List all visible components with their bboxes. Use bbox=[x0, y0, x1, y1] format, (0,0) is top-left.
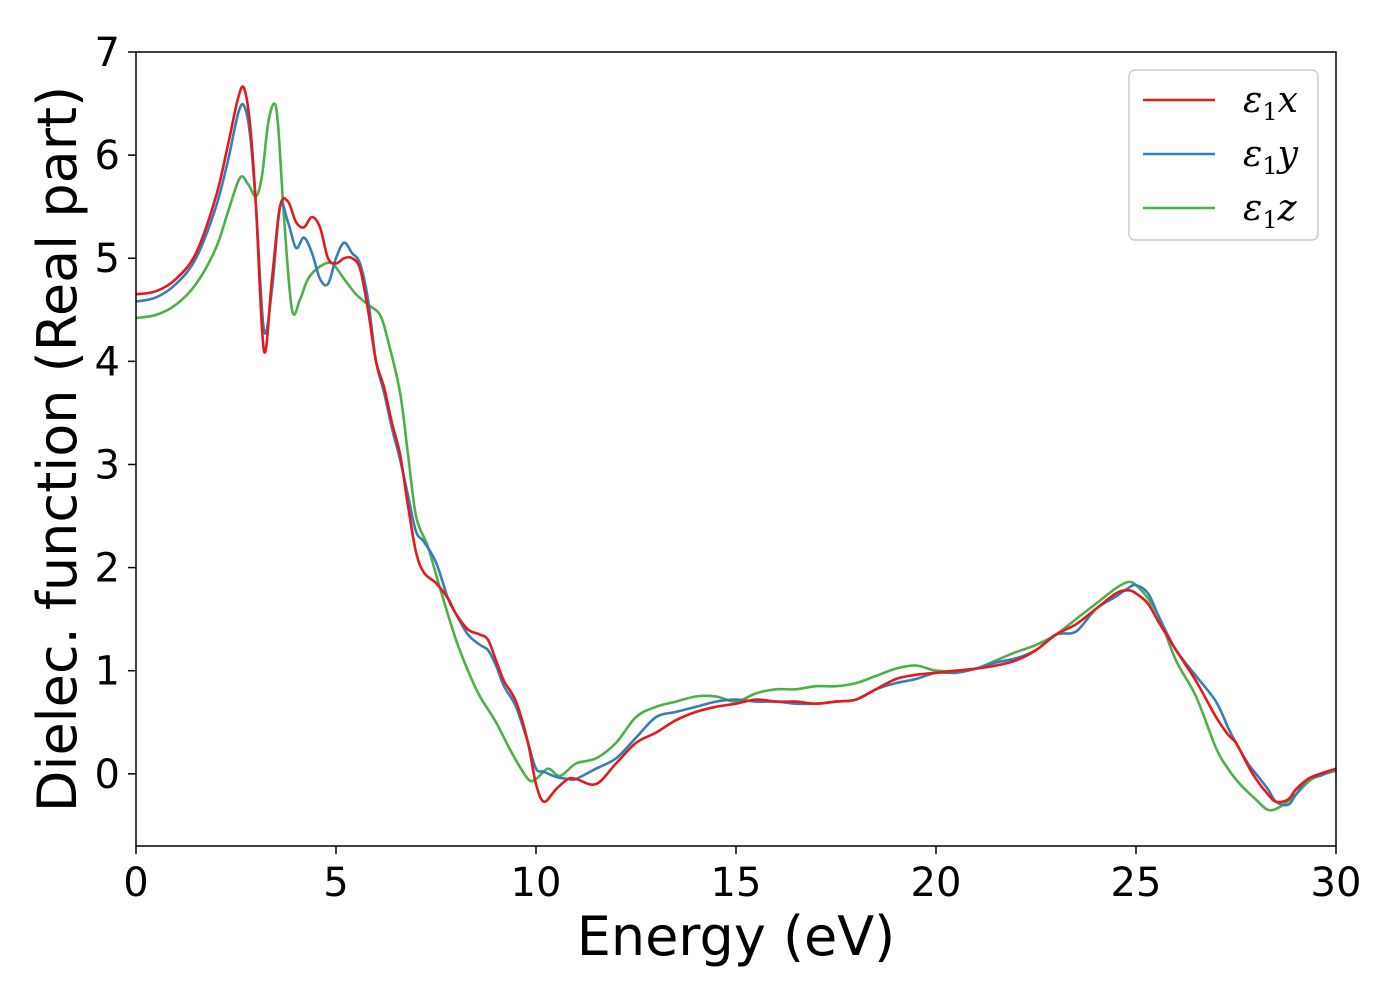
x-tick-label: 0 bbox=[123, 860, 148, 906]
x-tick-label: 10 bbox=[511, 860, 562, 906]
y-tick-label: 7 bbox=[95, 30, 120, 76]
x-axis-label: Energy (eV) bbox=[577, 905, 896, 968]
series-line-z bbox=[136, 102, 1336, 812]
x-tick-label: 30 bbox=[1311, 860, 1362, 906]
x-tick-label: 25 bbox=[1111, 860, 1162, 906]
legend: ε1x ε1y ε1z bbox=[1128, 69, 1319, 241]
x-tick-label: 20 bbox=[911, 860, 962, 906]
y-tick-label: 3 bbox=[95, 442, 120, 488]
y-axis-ticks: 0 1 2 3 4 5 6 7 bbox=[95, 30, 136, 798]
series-line-x bbox=[136, 85, 1336, 804]
y-tick-label: 4 bbox=[95, 339, 120, 385]
y-tick-label: 1 bbox=[95, 649, 120, 695]
y-tick-label: 0 bbox=[95, 752, 120, 798]
legend-label: ε1x bbox=[1243, 80, 1298, 126]
legend-label: ε1y bbox=[1243, 134, 1299, 180]
series-line-y bbox=[136, 102, 1336, 807]
y-tick-label: 6 bbox=[95, 133, 120, 179]
plot-lines bbox=[136, 85, 1336, 812]
x-tick-label: 15 bbox=[711, 860, 762, 906]
y-axis-label: Dielec. function (Real part) bbox=[26, 86, 89, 812]
y-tick-label: 5 bbox=[95, 236, 120, 282]
x-tick-label: 5 bbox=[323, 860, 348, 906]
legend-label: ε1z bbox=[1243, 188, 1298, 234]
y-tick-label: 2 bbox=[95, 546, 120, 592]
x-axis-ticks: 0 5 10 15 20 25 30 bbox=[123, 846, 1361, 906]
legend-box bbox=[1128, 69, 1319, 241]
